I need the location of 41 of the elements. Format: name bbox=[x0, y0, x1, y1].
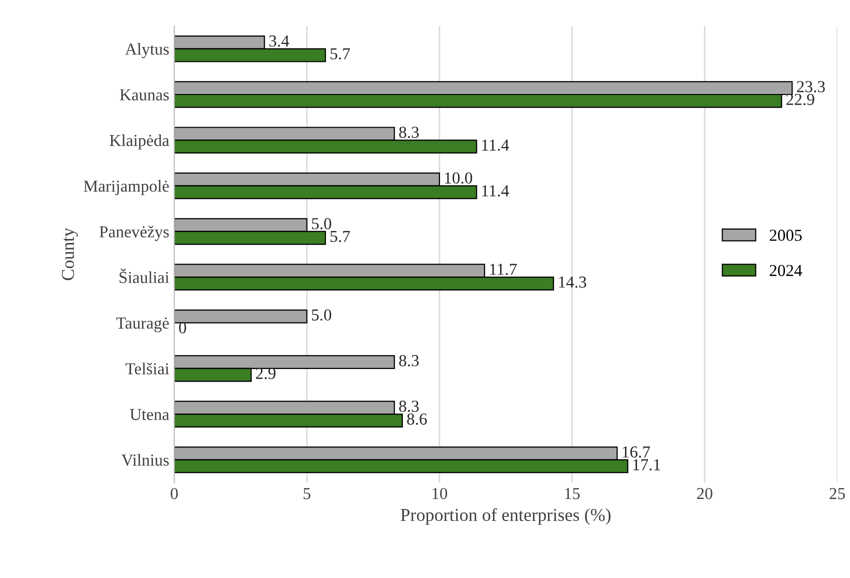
data-label: 8.3 bbox=[399, 400, 419, 412]
data-label: 5.7 bbox=[330, 230, 350, 242]
x-tick-label: 15 bbox=[565, 488, 580, 500]
data-label: 3.4 bbox=[269, 35, 290, 47]
data-label: 23.3 bbox=[797, 81, 825, 92]
x-axis-title: Proportion of enterprises (%) bbox=[400, 508, 611, 525]
data-label: 5.7 bbox=[330, 48, 350, 60]
data-label: 11.7 bbox=[490, 264, 517, 276]
bar bbox=[174, 309, 308, 324]
legend-label: 2024 bbox=[770, 264, 802, 276]
y-tick-label: Alytus bbox=[125, 43, 169, 58]
y-tick-label: Marijampolė bbox=[84, 180, 169, 196]
y-tick-label: Tauragė bbox=[116, 318, 169, 332]
y-tick-label: Panevėžys bbox=[100, 226, 169, 241]
data-label: 11.4 bbox=[482, 140, 510, 151]
y-tick-label: Kaunas bbox=[120, 89, 169, 100]
data-label: 5.0 bbox=[312, 218, 332, 230]
data-label: 5.0 bbox=[312, 309, 332, 321]
x-tick-label: 20 bbox=[697, 488, 712, 500]
data-label: 16.7 bbox=[622, 446, 650, 458]
y-tick-label: Klaipėda bbox=[110, 134, 170, 150]
x-tick-label: 5 bbox=[304, 488, 310, 500]
data-label: 8.6 bbox=[407, 413, 427, 425]
data-label: 10.0 bbox=[445, 172, 472, 184]
y-tick-label: Vilnius bbox=[121, 454, 169, 466]
x-tick-label: 10 bbox=[432, 488, 448, 500]
y-tick-label: Šiauliai bbox=[120, 268, 170, 284]
data-label: 2.9 bbox=[256, 368, 276, 380]
data-label: 8.3 bbox=[399, 355, 419, 366]
y-axis-title: County bbox=[62, 228, 78, 280]
data-label: 14.3 bbox=[559, 276, 586, 288]
data-label: 17.1 bbox=[633, 459, 660, 470]
legend-label: 2005 bbox=[770, 230, 802, 241]
data-label: 8.3 bbox=[399, 126, 419, 138]
y-tick-label: Telšiai bbox=[126, 362, 170, 374]
x-tick-label: 0 bbox=[170, 488, 178, 500]
data-label: 11.4 bbox=[482, 185, 510, 196]
data-label: 22.9 bbox=[786, 94, 814, 106]
y-tick-label: Utena bbox=[130, 409, 170, 420]
x-tick-label: 25 bbox=[830, 488, 845, 500]
data-label: 0 bbox=[179, 322, 186, 334]
